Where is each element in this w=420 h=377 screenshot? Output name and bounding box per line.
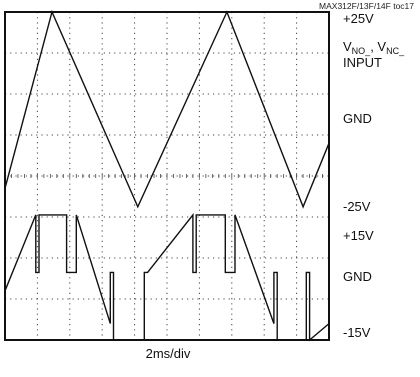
label-input: INPUT — [343, 55, 382, 70]
figure-id: MAX312F/13F/14F toc17 — [319, 1, 414, 11]
label-input-name: VNO_, VNC_ — [343, 40, 404, 58]
x-axis-label: 2ms/div — [145, 346, 191, 361]
label-top-minus-25v: -25V — [343, 199, 371, 214]
label-vnc: , V — [370, 39, 387, 54]
label-bot-minus-15v: -15V — [343, 325, 371, 340]
label-gnd-top: GND — [343, 111, 372, 126]
label-vno: V — [343, 39, 352, 54]
trace-group — [4, 9, 330, 342]
label-top-plus-25v: +25V — [343, 11, 374, 26]
label-gnd-bottom: GND — [343, 269, 372, 284]
grid-lines — [4, 12, 330, 340]
series-bottom-trace — [4, 212, 330, 342]
label-vnc-sub: NC_ — [386, 46, 405, 56]
plot-frame — [4, 11, 330, 341]
label-bot-plus-15v: +15V — [343, 228, 374, 243]
label-vno-sub: NO_ — [351, 46, 371, 56]
series-top-trace — [4, 9, 330, 209]
